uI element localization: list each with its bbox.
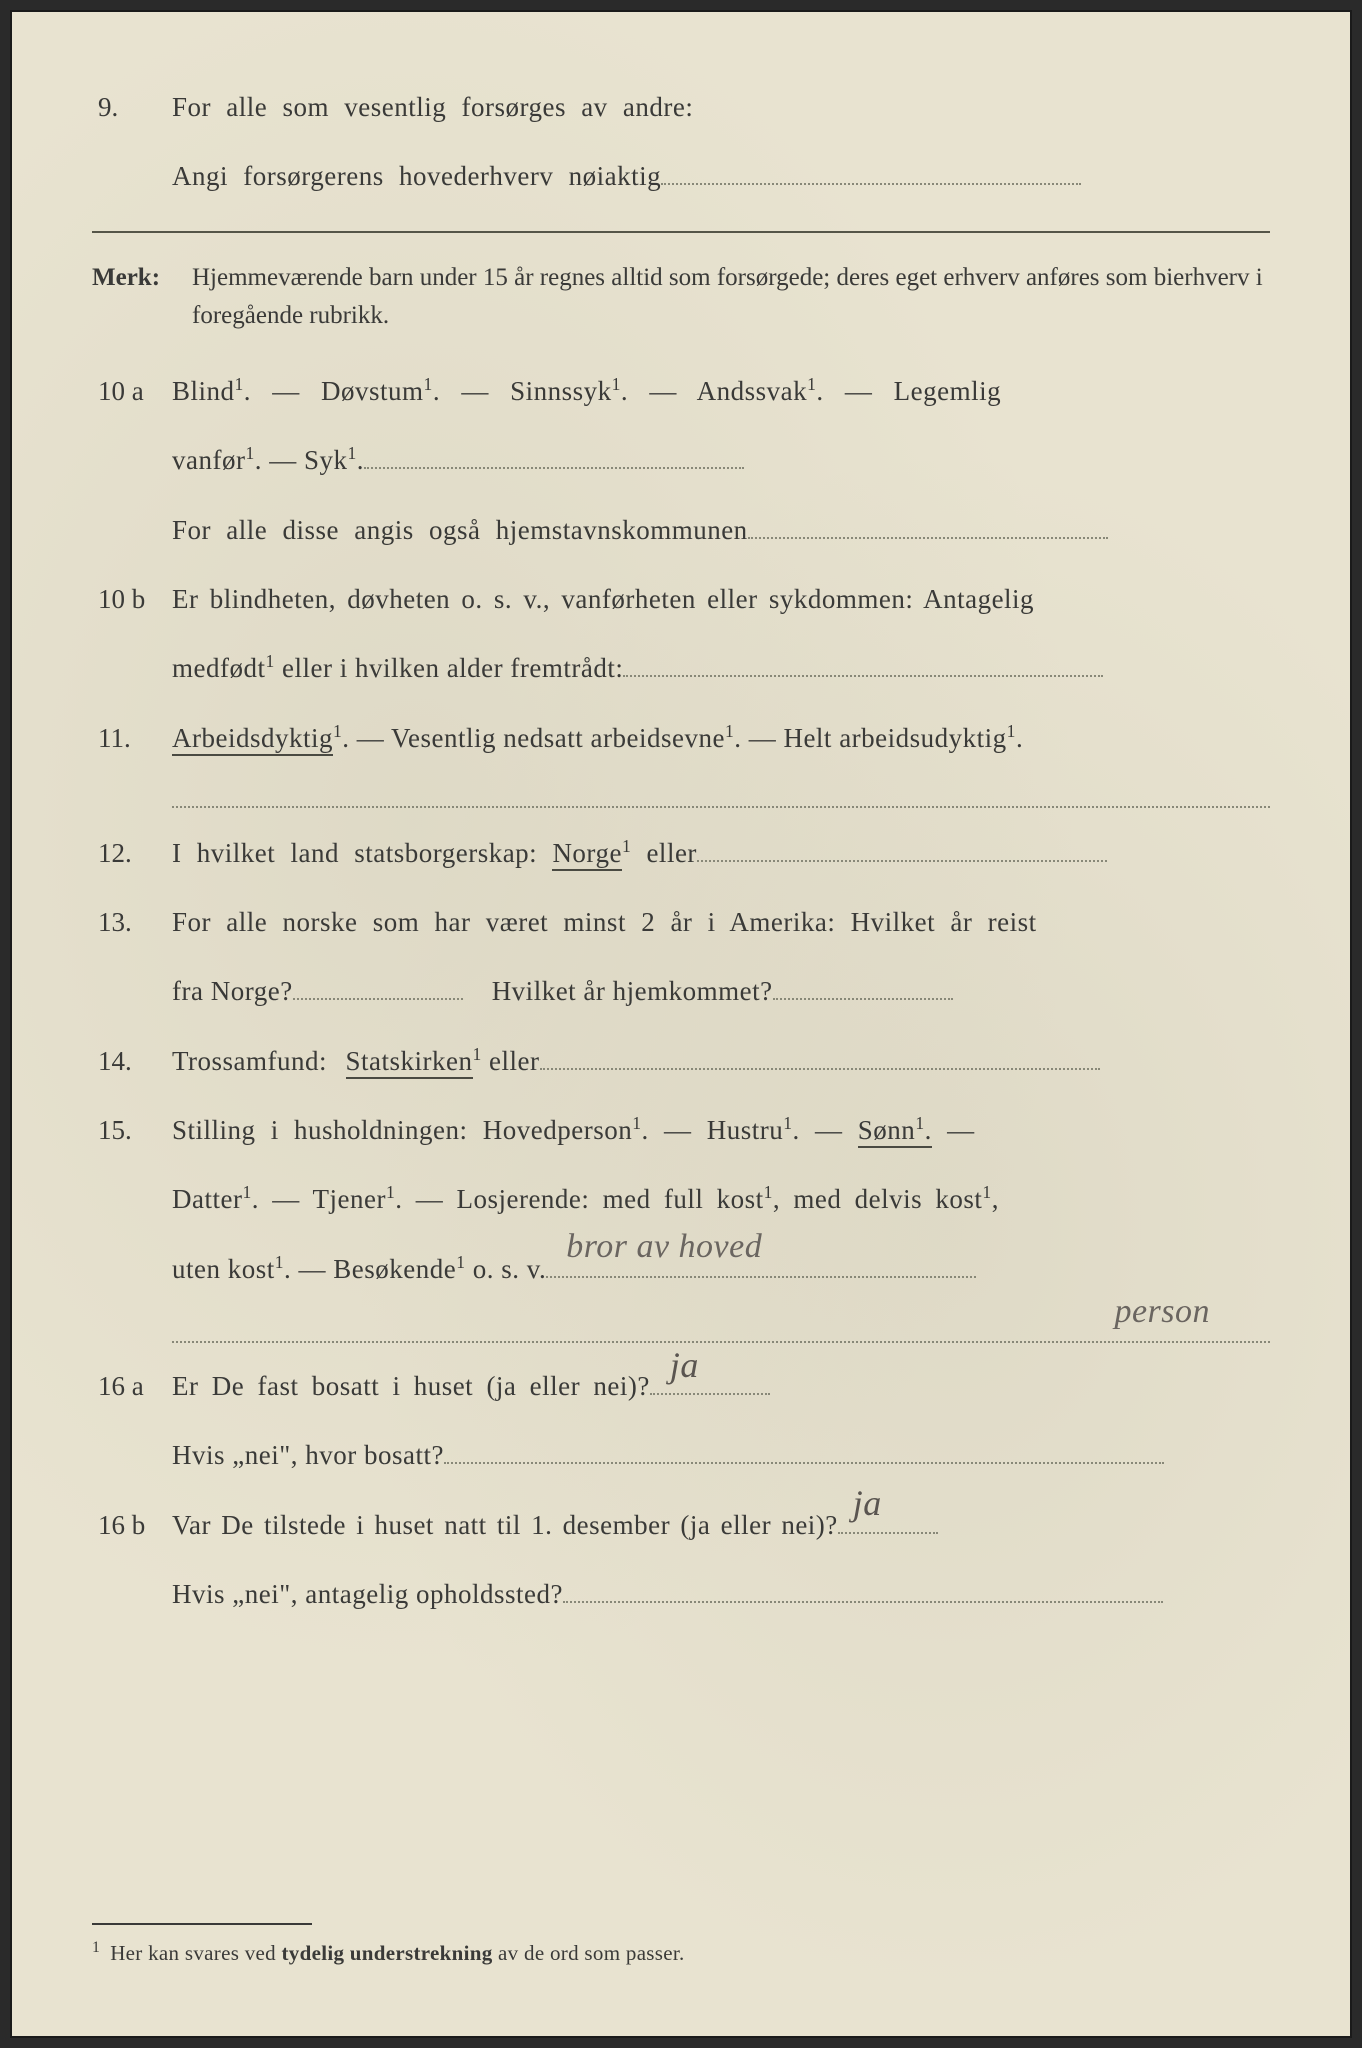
q16a-sub-fill	[444, 1462, 1164, 1464]
question-10b: 10 b Er blindheten, døvheten o. s. v., v…	[92, 574, 1270, 625]
merk-note: Merk: Hjemmeværende barn under 15 år reg…	[92, 259, 1270, 337]
q13-fill1	[293, 998, 463, 1000]
q13-fill2	[773, 998, 953, 1000]
question-13-line2: fra Norge? Hvilket år hjemkommet?	[92, 966, 1270, 1017]
q10a-fill2	[748, 537, 1108, 539]
q9-text-line2: Angi forsørgerens hovederhverv nøiaktig	[172, 151, 1270, 202]
q15-handwriting-2: person	[1114, 1280, 1210, 1345]
q9-fill-line	[661, 183, 1081, 185]
q16b-answer: ja	[853, 1469, 882, 1537]
q15-line1: Stilling i husholdningen: Hovedperson1. …	[172, 1105, 1270, 1156]
merk-text: Hjemmeværende barn under 15 år regnes al…	[192, 259, 1270, 337]
census-form-page: 9. For alle som vesentlig forsørges av a…	[10, 10, 1352, 2038]
q14-underlined: Statskirken	[346, 1046, 473, 1079]
q16a-text: Er De fast bosatt i huset (ja eller nei)…	[172, 1361, 1270, 1412]
q16a-sub-text: Hvis „nei", hvor bosatt?	[172, 1430, 1270, 1481]
question-15: 15. Stilling i husholdningen: Hovedperso…	[92, 1105, 1270, 1156]
q12-text: I hvilket land statsborgerskap: Norge1 e…	[172, 828, 1270, 879]
q12-number: 12.	[92, 828, 172, 879]
q10b-number: 10 b	[92, 574, 172, 625]
question-16a: 16 a Er De fast bosatt i huset (ja eller…	[92, 1361, 1270, 1412]
question-12: 12. I hvilket land statsborgerskap: Norg…	[92, 828, 1270, 879]
q15-number: 15.	[92, 1105, 172, 1156]
footnote-area: 1Her kan svares ved tydelig understrekni…	[92, 1863, 1270, 1966]
q10b-fill	[623, 675, 1103, 677]
question-16a-sub: Hvis „nei", hvor bosatt?	[92, 1430, 1270, 1481]
footnote-text: 1Her kan svares ved tydelig understrekni…	[92, 1939, 1270, 1966]
q11-text: Arbeidsdyktig1. — Vesentlig nedsatt arbe…	[172, 713, 1270, 764]
question-14: 14. Trossamfund: Statskirken1 eller	[92, 1036, 1270, 1087]
q9-number: 9.	[92, 82, 172, 133]
question-10a-line2: vanfør1. — Syk1.	[92, 435, 1270, 486]
q16b-number: 16 b	[92, 1500, 172, 1551]
q12-fill	[697, 860, 1107, 862]
q15-handwriting-1: bror av hoved	[566, 1215, 762, 1280]
section-divider-1	[92, 231, 1270, 233]
q10a-line1: Blind1. — Døvstum1. — Sinnssyk1. — Andss…	[172, 366, 1270, 417]
footnote-rule	[92, 1923, 312, 1925]
q10a-line2: vanfør1. — Syk1.	[172, 435, 1270, 486]
q14-fill	[540, 1068, 1100, 1070]
question-9: 9. For alle som vesentlig forsørges av a…	[92, 82, 1270, 133]
question-10a: 10 a Blind1. — Døvstum1. — Sinnssyk1. — …	[92, 366, 1270, 417]
q10a-line3-text: For alle disse angis også hjemstavnskomm…	[172, 505, 1270, 556]
q15-fill: bror av hoved	[546, 1276, 976, 1278]
q11-underlined: Arbeidsdyktig	[172, 723, 333, 756]
q16a-answer: ja	[670, 1331, 699, 1399]
q14-number: 14.	[92, 1036, 172, 1087]
q13-line2: fra Norge? Hvilket år hjemkommet?	[172, 966, 1270, 1017]
question-16b-sub: Hvis „nei", antagelig opholdssted?	[92, 1569, 1270, 1620]
q10b-line1: Er blindheten, døvheten o. s. v., vanfør…	[172, 574, 1270, 625]
q16a-fill: ja	[650, 1393, 770, 1395]
q15-fill2: person	[172, 1313, 1270, 1343]
q10a-fill	[364, 467, 744, 469]
q16b-sub-fill	[563, 1601, 1163, 1603]
question-10b-line2: medfødt1 eller i hvilken alder fremtrådt…	[92, 643, 1270, 694]
question-9-line2: Angi forsørgerens hovederhverv nøiaktig	[92, 151, 1270, 202]
q12-underlined: Norge	[552, 838, 622, 871]
question-11: 11. Arbeidsdyktig1. — Vesentlig nedsatt …	[92, 713, 1270, 764]
q9-text-line1: For alle som vesentlig forsørges av andr…	[172, 82, 1270, 133]
q11-number: 11.	[92, 713, 172, 764]
q16b-fill: ja	[838, 1532, 938, 1534]
q16b-sub-text: Hvis „nei", antagelig opholdssted?	[172, 1569, 1270, 1620]
q15-line3: uten kost1. — Besøkende1 o. s. v.bror av…	[172, 1244, 1270, 1295]
question-16b: 16 b Var De tilstede i huset natt til 1.…	[92, 1500, 1270, 1551]
q11-fill-line	[172, 782, 1270, 808]
question-13: 13. For alle norske som har været minst …	[92, 897, 1270, 948]
q15-underlined-sonn: Sønn1.	[858, 1115, 932, 1148]
merk-label: Merk:	[92, 259, 192, 298]
q13-line1: For alle norske som har været minst 2 år…	[172, 897, 1270, 948]
q16b-text: Var De tilstede i huset natt til 1. dese…	[172, 1500, 1270, 1551]
q10a-number: 10 a	[92, 366, 172, 417]
q10b-line2: medfødt1 eller i hvilken alder fremtrådt…	[172, 643, 1270, 694]
question-10a-line3: For alle disse angis også hjemstavnskomm…	[92, 505, 1270, 556]
question-15-line3: uten kost1. — Besøkende1 o. s. v.bror av…	[92, 1244, 1270, 1295]
q14-text: Trossamfund: Statskirken1 eller	[172, 1036, 1270, 1087]
q16a-number: 16 a	[92, 1361, 172, 1412]
q13-number: 13.	[92, 897, 172, 948]
